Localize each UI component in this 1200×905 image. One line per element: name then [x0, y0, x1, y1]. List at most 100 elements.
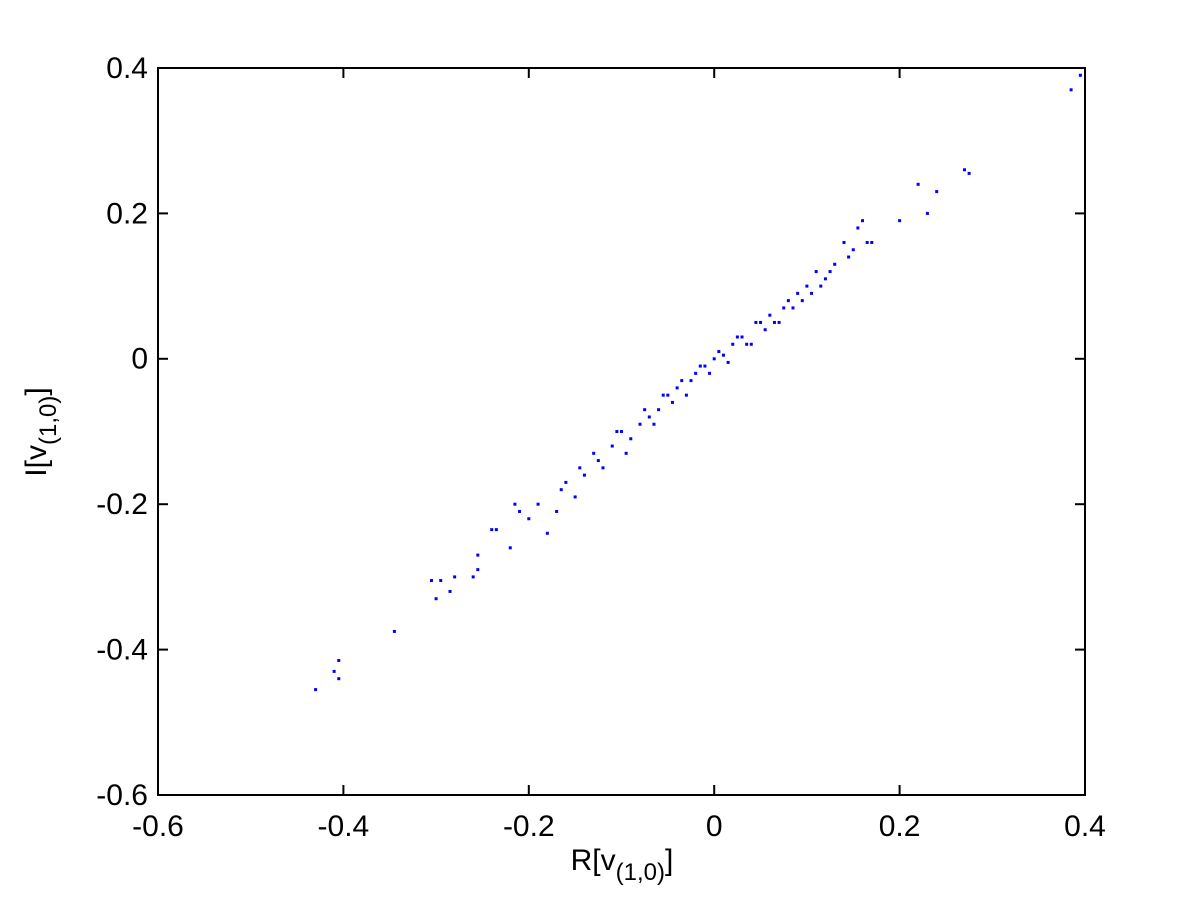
x-label-sub: (1,0): [616, 859, 665, 886]
point: [337, 659, 341, 663]
point: [564, 480, 568, 484]
point: [763, 328, 767, 332]
point: [925, 211, 929, 215]
point: [800, 299, 804, 303]
point: [819, 284, 823, 288]
point: [573, 495, 577, 499]
point: [772, 320, 776, 324]
point: [777, 320, 781, 324]
x-axis-label: R[v(1,0)]: [571, 844, 674, 886]
point: [721, 353, 725, 357]
point: [796, 291, 800, 295]
y-tick-label: 0.2: [106, 197, 148, 230]
point: [555, 509, 559, 513]
point: [814, 270, 818, 274]
point: [847, 255, 851, 259]
point: [471, 575, 475, 579]
x-label-end: ]: [665, 844, 673, 877]
point: [610, 444, 614, 448]
point: [870, 240, 874, 244]
point: [842, 240, 846, 244]
point: [782, 306, 786, 310]
point: [703, 364, 707, 368]
point: [810, 291, 814, 295]
point: [828, 270, 832, 274]
point: [647, 415, 651, 419]
point: [578, 466, 582, 470]
point: [536, 502, 540, 506]
point: [680, 379, 684, 383]
point: [851, 248, 855, 252]
point: [962, 168, 966, 172]
point: [527, 517, 531, 521]
point: [791, 306, 795, 310]
point: [759, 320, 763, 324]
point: [476, 568, 480, 572]
point: [708, 371, 712, 375]
x-tick-label: 0.2: [879, 810, 921, 843]
point: [518, 509, 522, 513]
x-tick-label: -0.4: [318, 810, 370, 843]
point: [615, 430, 619, 433]
x-tick-label: 0.4: [1064, 810, 1106, 843]
point: [805, 284, 809, 288]
point: [786, 299, 790, 303]
point: [314, 688, 318, 692]
point: [754, 320, 758, 324]
point: [675, 386, 679, 390]
y-tick-label: -0.2: [96, 488, 148, 521]
point: [726, 360, 730, 364]
point: [898, 219, 902, 223]
point: [749, 342, 753, 346]
point: [740, 335, 744, 339]
point: [629, 437, 633, 441]
point: [768, 313, 772, 317]
point: [332, 669, 336, 673]
point: [698, 364, 702, 368]
plot-frame: [157, 67, 1086, 796]
point: [689, 379, 693, 383]
point: [601, 466, 605, 470]
point: [596, 459, 600, 463]
y-axis-label: I[v(1,0)]: [20, 387, 62, 476]
point: [434, 597, 438, 601]
point: [666, 393, 670, 397]
point: [508, 546, 512, 550]
point: [429, 579, 433, 583]
point: [559, 488, 563, 492]
point: [592, 451, 596, 455]
point: [823, 277, 827, 281]
point: [935, 190, 939, 194]
point: [657, 408, 661, 412]
x-tick-label: -0.6: [132, 810, 184, 843]
y-label-end: ]: [20, 387, 53, 395]
point: [712, 357, 716, 361]
point: [620, 430, 623, 433]
point: [967, 171, 971, 175]
point: [476, 553, 480, 557]
point: [652, 422, 656, 426]
y-tick-label: -0.6: [96, 779, 148, 812]
y-tick-label: -0.4: [96, 634, 148, 667]
point: [661, 393, 665, 397]
point: [1078, 73, 1082, 77]
point: [392, 629, 396, 633]
y-label-main: I[v: [20, 445, 53, 477]
point: [861, 219, 865, 223]
point: [833, 262, 837, 266]
point: [735, 335, 739, 339]
point: [337, 677, 341, 681]
x-label-main: R[v: [571, 844, 616, 877]
point: [490, 528, 494, 532]
y-tick-label: 0: [131, 343, 148, 376]
point: [717, 350, 721, 354]
point: [439, 579, 443, 583]
point: [856, 226, 860, 230]
point: [670, 400, 674, 404]
point: [545, 531, 549, 535]
point: [453, 575, 457, 579]
point: [494, 528, 498, 532]
point: [916, 182, 920, 186]
